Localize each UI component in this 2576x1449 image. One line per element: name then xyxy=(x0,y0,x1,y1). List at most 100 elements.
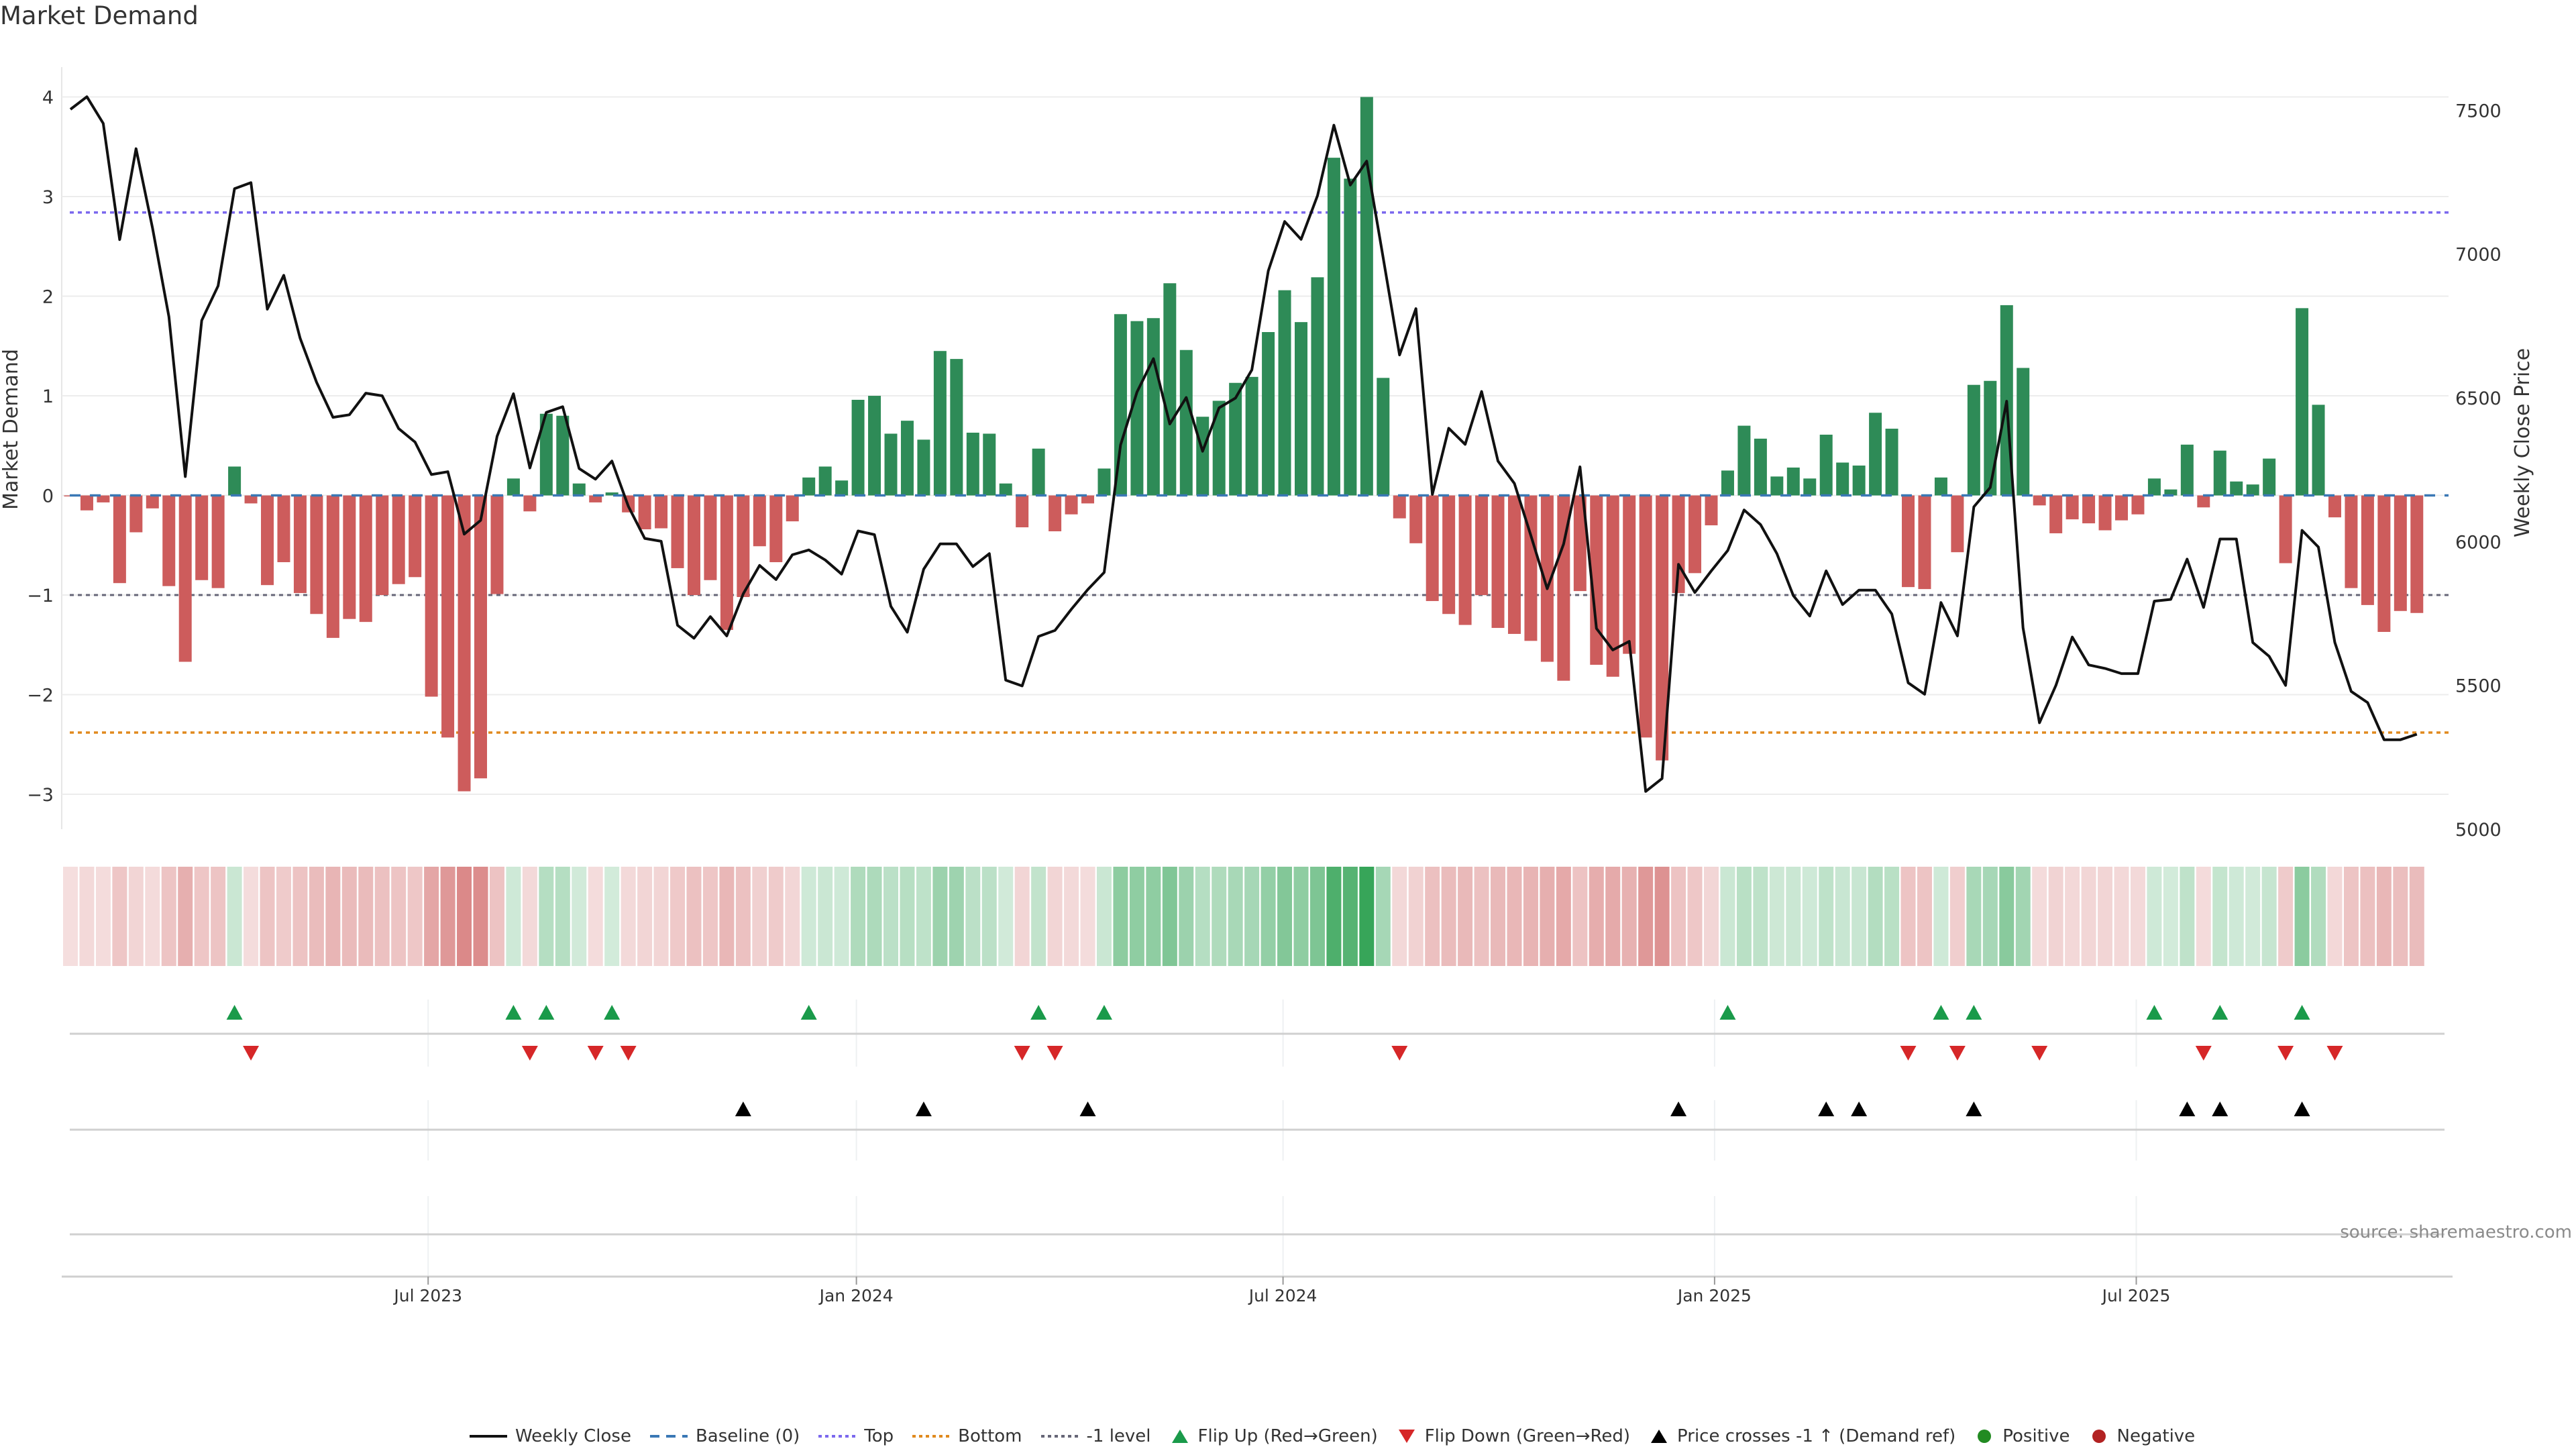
positive-demand-bar xyxy=(1311,277,1324,496)
negative-demand-bar xyxy=(720,495,733,631)
heatmap-cell xyxy=(735,867,751,966)
heatmap-cell xyxy=(260,867,275,966)
left-axis-ticks: 4 3 2 1 0 −1 −2 −3 xyxy=(27,88,54,806)
negative-demand-bar xyxy=(2345,495,2358,588)
legend-flip-down[interactable]: Flip Down (Green→Red) xyxy=(1397,1426,1630,1446)
negative-demand-bar xyxy=(162,495,176,586)
heatmap-cell xyxy=(965,867,981,966)
legend-negative[interactable]: Negative xyxy=(2089,1426,2195,1446)
heatmap-cell xyxy=(194,867,209,966)
heatmap-cell xyxy=(1736,867,1752,966)
positive-demand-bar xyxy=(1967,384,1980,496)
y2-tick-label: 6500 xyxy=(2455,388,2502,409)
negative-demand-bar xyxy=(753,495,766,547)
heatmap-cell xyxy=(883,867,898,966)
heatmap-cell xyxy=(604,867,620,966)
negative-demand-bar xyxy=(1524,495,1538,641)
negative-demand-bar xyxy=(1491,495,1505,629)
negative-demand-bar xyxy=(1016,495,1029,528)
positive-demand-bar xyxy=(1212,400,1226,496)
heatmap-cell xyxy=(1556,867,1571,966)
circle-icon xyxy=(1978,1430,1992,1443)
heatmap-cell xyxy=(1080,867,1095,966)
positive-demand-bar xyxy=(1344,178,1357,496)
negative-demand-bar xyxy=(97,495,110,502)
negative-demand-bar xyxy=(1590,495,1603,665)
positive-demand-bar xyxy=(966,432,979,496)
heatmap-cell xyxy=(2245,867,2261,966)
heatmap-cell xyxy=(1129,867,1144,966)
y2-tick-label: 5500 xyxy=(2455,676,2502,697)
negative-demand-bar xyxy=(786,495,799,522)
price-cross-marker xyxy=(1670,1102,1687,1116)
heatmap-cell xyxy=(2261,867,2277,966)
positive-demand-bar xyxy=(868,396,881,496)
positive-demand-bar xyxy=(572,483,586,496)
flip-down-marker xyxy=(2326,1046,2343,1061)
heatmap-cell xyxy=(2229,867,2244,966)
legend-baseline[interactable]: Baseline (0) xyxy=(649,1426,800,1446)
positive-demand-bar xyxy=(999,483,1012,496)
price-cross-marker xyxy=(735,1102,751,1116)
legend-bottom[interactable]: Bottom xyxy=(912,1426,1022,1446)
heatmap-cell xyxy=(211,867,226,966)
heatmap-cell xyxy=(522,867,537,966)
positive-demand-bar xyxy=(818,466,832,496)
flip-up-marker xyxy=(1030,1005,1047,1020)
legend-top[interactable]: Top xyxy=(818,1426,894,1446)
demand-heatmap-strip xyxy=(63,867,2424,966)
legend-positive[interactable]: Positive xyxy=(1974,1426,2070,1446)
negative-demand-bar xyxy=(737,495,750,598)
flip-up-marker xyxy=(2212,1005,2229,1020)
flip-up-marker xyxy=(1966,1005,1982,1020)
heatmap-cell xyxy=(1621,867,1637,966)
y-tick-label: −2 xyxy=(27,686,54,706)
positive-demand-bar xyxy=(1146,318,1160,496)
heatmap-cell xyxy=(1096,867,1112,966)
heatmap-cell xyxy=(1900,867,1916,966)
flip-down-marker xyxy=(1391,1046,1408,1061)
dotted-line-icon xyxy=(1040,1435,1079,1438)
negative-demand-bar xyxy=(293,495,307,594)
x-tick-label: Jul 2023 xyxy=(392,1286,462,1305)
heatmap-cell xyxy=(145,867,160,966)
legend-minus1[interactable]: -1 level xyxy=(1040,1426,1151,1446)
flip-down-marker xyxy=(1014,1046,1030,1061)
negative-demand-bar xyxy=(409,495,422,578)
heatmap-cell xyxy=(900,867,915,966)
heatmap-cell xyxy=(292,867,308,966)
negative-demand-bar xyxy=(474,495,487,779)
negative-demand-bar xyxy=(1458,495,1472,625)
heatmap-cell xyxy=(391,867,407,966)
heatmap-cell xyxy=(325,867,341,966)
heatmap-cell xyxy=(1293,867,1309,966)
positive-demand-bar xyxy=(1885,429,1898,496)
positive-demand-bar xyxy=(1869,413,1882,496)
heatmap-cell xyxy=(539,867,554,966)
legend-weekly-close[interactable]: Weekly Close xyxy=(470,1426,631,1446)
negative-demand-bar xyxy=(655,495,668,529)
negative-demand-bar xyxy=(1442,495,1456,614)
flip-up-marker xyxy=(2146,1005,2163,1020)
heatmap-cell xyxy=(473,867,488,966)
heatmap-cell xyxy=(1146,867,1161,966)
heatmap-cell xyxy=(1933,867,1949,966)
negative-demand-bar xyxy=(343,495,356,619)
positive-demand-bar xyxy=(1819,434,1833,496)
legend-price-cross[interactable]: Price crosses -1 ↑ (Demand ref) xyxy=(1649,1426,1955,1446)
price-cross-marker xyxy=(2294,1102,2310,1116)
positive-demand-bar xyxy=(1032,448,1045,496)
negative-demand-bar xyxy=(1426,495,1439,601)
heatmap-cell xyxy=(2130,867,2145,966)
heatmap-cell xyxy=(1999,867,2015,966)
heatmap-cell xyxy=(2048,867,2063,966)
legend-flip-up[interactable]: Flip Up (Red→Green) xyxy=(1170,1426,1378,1446)
negative-demand-bar xyxy=(129,495,143,533)
positive-demand-bar xyxy=(2263,458,2276,496)
flip-up-marker xyxy=(800,1005,817,1020)
heatmap-cell xyxy=(178,867,193,966)
y-tick-label: 3 xyxy=(42,187,54,208)
heatmap-cell xyxy=(2163,867,2178,966)
negative-demand-bar xyxy=(490,495,504,594)
flip-down-marker xyxy=(1949,1046,1966,1061)
